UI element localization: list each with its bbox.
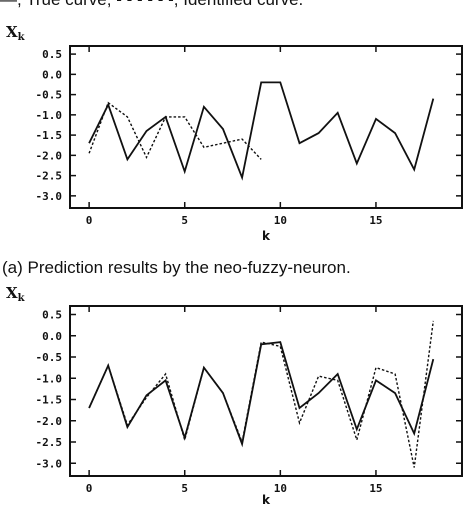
chart-b-y-tick-label: -3.0 [36, 457, 63, 470]
chart-a-y-tick-label: -0.5 [36, 89, 63, 102]
chart-a-x-tick-label: 15 [369, 214, 382, 227]
chart-a-x-tick-label: 10 [274, 214, 287, 227]
chart-b-y-tick-label: -1.5 [36, 394, 63, 407]
chart-b-x-axis-label: k [262, 493, 271, 506]
chart-b-y-axis-label: Xk [6, 284, 26, 304]
chart-b-series-solid-line [88, 341, 435, 448]
chart-b-x-tick-label: 10 [274, 482, 287, 495]
chart-a-x-tick-label: 5 [181, 214, 188, 227]
chart-a-y-tick-label: -1.5 [36, 129, 63, 142]
chart-b-y-tick-label: -1.0 [36, 372, 63, 385]
chart-b-x-tick-label: 5 [181, 482, 188, 495]
chart-b-y-tick-label: -2.0 [36, 415, 63, 428]
chart-b-x-tick-label: 15 [369, 482, 382, 495]
chart-a-y-tick-label: -2.5 [36, 170, 63, 183]
chart-a-y-tick-label: -1.0 [36, 109, 63, 122]
chart-a-y-axis-label: Xk [6, 23, 26, 43]
chart-a-y-tick-label: -2.0 [36, 149, 63, 162]
chart-b-series-dashed-line [88, 320, 434, 468]
chart-b-y-tick-label: 0.0 [42, 330, 62, 343]
chart-a-x-axis-label: k [262, 229, 271, 243]
chart-b-y-tick-label: -0.5 [36, 351, 63, 364]
chart-b-y-tick-label: 0.5 [42, 309, 62, 322]
chart-a-y-tick-label: 0.5 [42, 48, 62, 61]
chart-b-x-tick-label: 0 [86, 482, 93, 495]
legend-header: —, True curve; - - - - - -, Identified c… [0, 0, 303, 10]
chart-a-x-tick-label: 0 [86, 214, 93, 227]
chart-b-plot-frame [69, 305, 463, 477]
chart-a-series-dashed-line [88, 101, 262, 160]
chart-a-y-tick-label: -3.0 [36, 190, 63, 203]
chart-a-y-tick-label: 0.0 [42, 68, 62, 81]
chart-b-y-tick-label: -2.5 [36, 436, 63, 449]
chart-a-plot-frame [69, 45, 463, 209]
caption-a: (a) Prediction results by the neo-fuzzy-… [2, 258, 351, 277]
chart-a-series-solid-line [88, 81, 435, 181]
